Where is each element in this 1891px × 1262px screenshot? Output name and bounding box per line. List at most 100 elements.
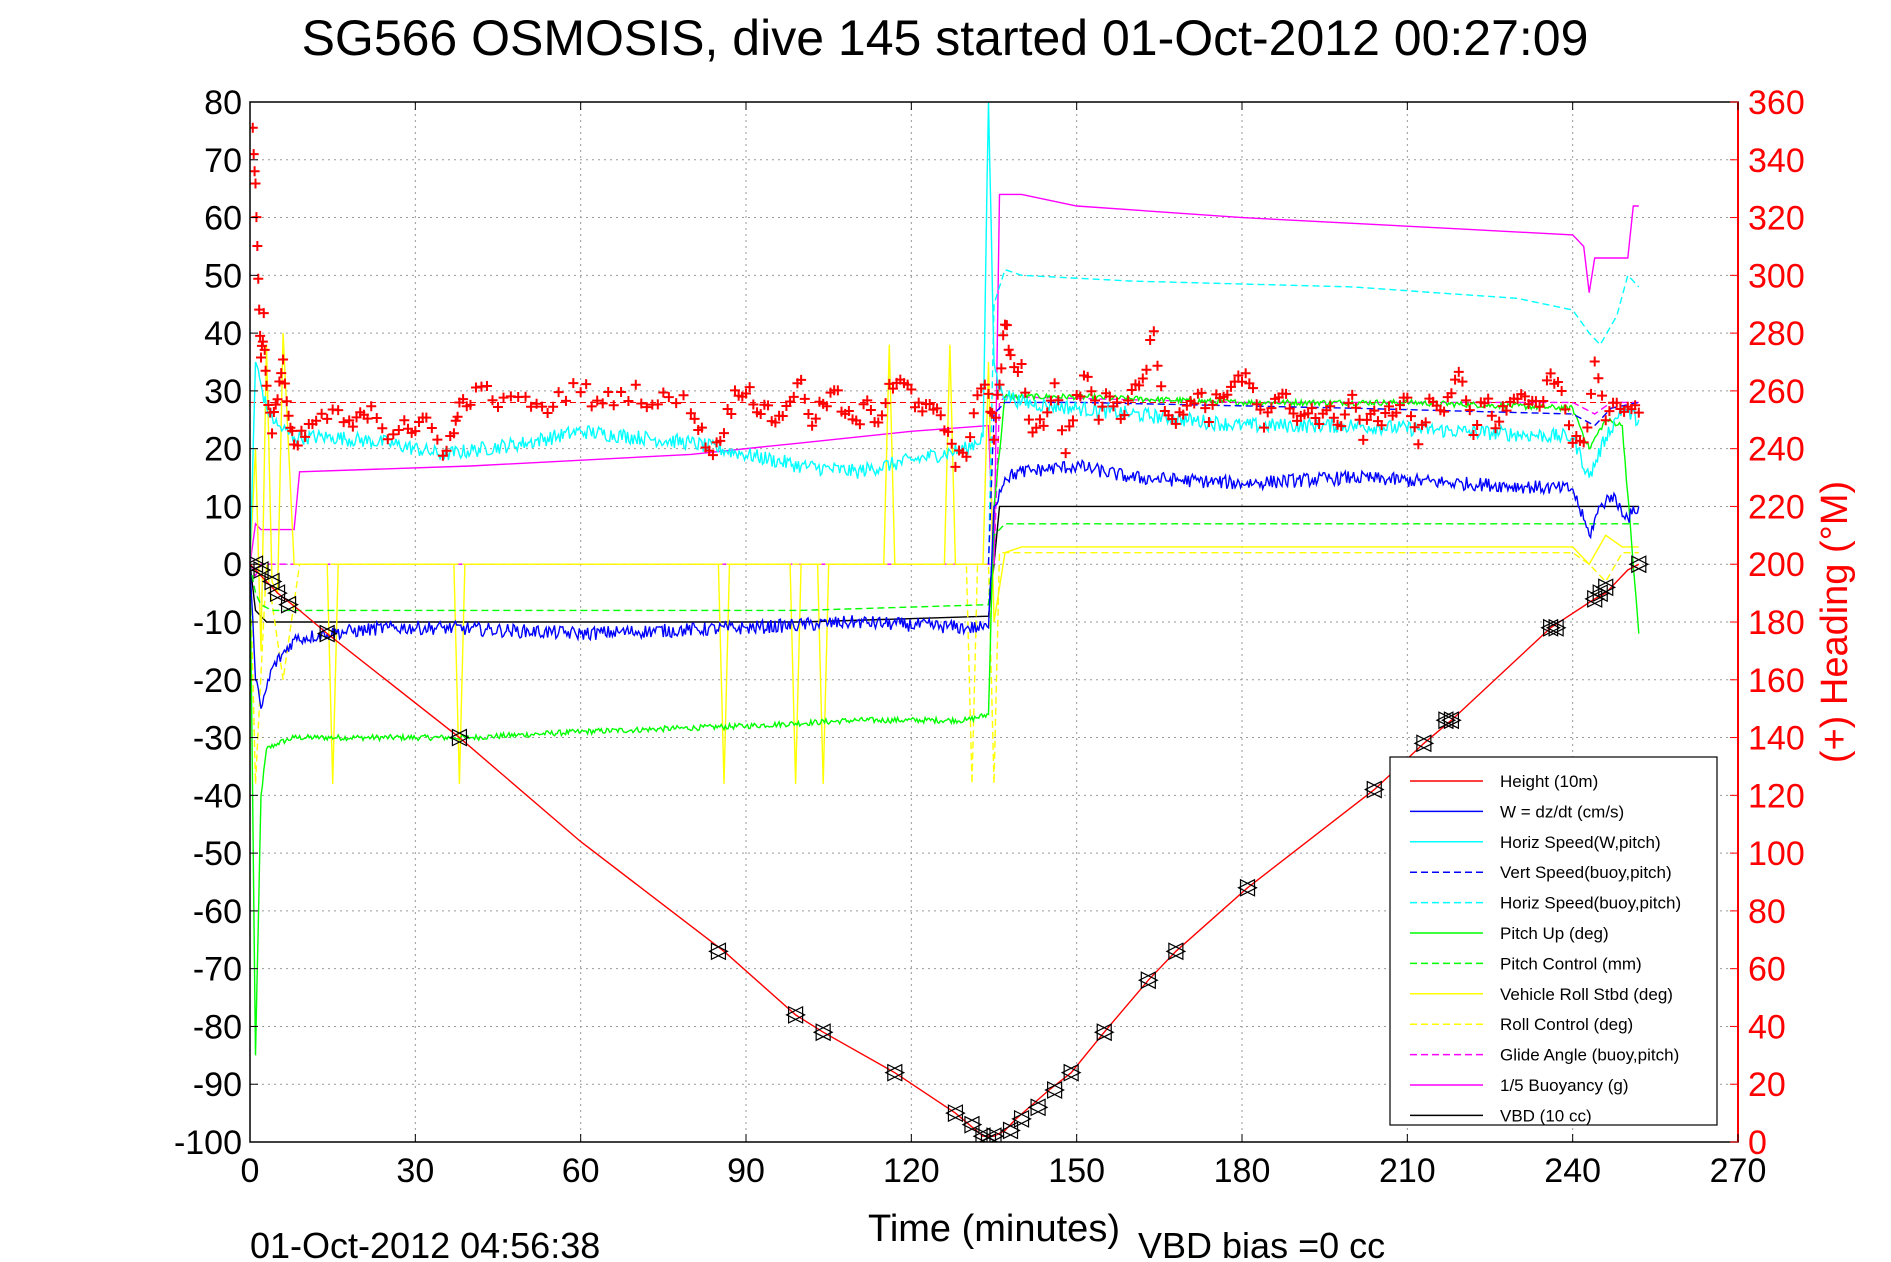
heading-marker <box>1292 415 1303 426</box>
y-right-tick-label: 160 <box>1748 662 1805 700</box>
depth-marker-left <box>1595 578 1614 597</box>
y-axis-right-label: (+) Heading (°M) <box>1814 481 1856 763</box>
depth-marker-right <box>1366 780 1385 799</box>
heading-marker <box>259 344 270 355</box>
heading-marker <box>1038 420 1049 431</box>
heading-marker <box>1538 396 1549 407</box>
y-right-tick-label: 180 <box>1748 604 1805 642</box>
heading-marker <box>1600 415 1611 426</box>
heading-marker <box>623 396 634 407</box>
depth-marker-left <box>267 584 286 603</box>
y-tick-label: 20 <box>204 431 242 469</box>
y-tick-label: -100 <box>174 1124 242 1162</box>
y-right-tick-label: 80 <box>1748 893 1786 931</box>
depth-marker-right <box>280 595 299 614</box>
heading-marker <box>1020 387 1031 398</box>
heading-marker <box>279 378 290 389</box>
y-tick-label: -40 <box>193 777 242 815</box>
depth-marker-right <box>1443 711 1462 730</box>
heading-marker <box>979 379 990 390</box>
y-axis-right: 0 20 40 60 80 100 120 140 160 180 200 220 240 260 280 3… <box>1730 84 1805 1162</box>
heading-marker <box>685 408 696 419</box>
y-right-tick-label: 40 <box>1748 1008 1786 1046</box>
heading-marker <box>250 166 260 177</box>
heading-marker <box>1464 405 1475 416</box>
heading-marker <box>906 384 917 395</box>
heading-marker <box>1233 370 1244 381</box>
legend-box <box>1389 756 1718 1126</box>
heading-marker <box>1361 414 1372 425</box>
heading-marker <box>722 403 733 414</box>
heading-marker <box>1303 408 1314 419</box>
y-tick-label: -70 <box>193 951 242 989</box>
depth-marker-right <box>815 1023 834 1042</box>
heading-marker <box>1288 408 1299 419</box>
heading-marker <box>1350 402 1361 413</box>
heading-marker <box>432 434 443 445</box>
legend-label-glide_angle: Glide Angle (buoy,pitch) <box>1500 1046 1679 1065</box>
heading-marker <box>592 395 603 406</box>
depth-marker-left <box>945 1104 964 1123</box>
heading-marker <box>261 380 272 391</box>
heading-marker <box>1306 403 1317 414</box>
heading-marker <box>1486 410 1497 421</box>
heading-marker <box>616 386 627 397</box>
depth-marker-right <box>1013 1109 1032 1128</box>
heading-marker <box>983 388 994 399</box>
y-right-tick-label: 100 <box>1748 835 1805 873</box>
heading-marker <box>1409 422 1420 433</box>
heading-marker <box>426 423 437 434</box>
depth-marker-right <box>1543 618 1561 637</box>
x-axis-label: Time (minutes) <box>868 1208 1120 1250</box>
heading-marker <box>351 412 362 423</box>
heading-marker <box>1067 415 1078 426</box>
legend-label-vbd: VBD (10 cc) <box>1500 1106 1592 1125</box>
heading-marker <box>788 391 799 402</box>
depth-marker-left <box>1060 1063 1079 1082</box>
legend-label-vert_speed_buoy: Vert Speed(buoy,pitch) <box>1500 863 1672 882</box>
heading-marker <box>658 387 669 398</box>
heading-marker <box>748 399 759 410</box>
heading-marker <box>258 308 269 319</box>
heading-marker <box>726 408 737 419</box>
heading-marker <box>274 376 285 387</box>
heading-marker <box>257 336 268 347</box>
heading-marker <box>1534 401 1545 412</box>
heading-marker <box>1347 389 1358 400</box>
depth-marker-right <box>1063 1063 1082 1082</box>
heading-marker <box>807 420 818 431</box>
y-tick-label: -10 <box>193 604 242 642</box>
heading-marker <box>718 428 729 439</box>
depth-marker-left <box>1044 1081 1063 1099</box>
heading-marker <box>388 429 399 440</box>
heading-marker <box>1336 421 1347 432</box>
heading-marker <box>1545 368 1556 379</box>
plot-area <box>250 102 1650 1142</box>
heading-marker <box>950 461 961 472</box>
heading-marker <box>1358 434 1369 445</box>
footer-timestamp: 01-Oct-2012 04:56:38 <box>250 1225 600 1262</box>
heading-marker <box>763 400 774 411</box>
y-right-tick-label: 220 <box>1748 488 1805 526</box>
heading-marker <box>1266 403 1277 414</box>
heading-marker <box>1611 397 1622 408</box>
heading-marker <box>1134 380 1145 391</box>
heading-marker <box>344 415 355 426</box>
heading-marker <box>1126 384 1137 395</box>
heading-marker <box>935 410 946 421</box>
heading-marker <box>1472 419 1483 430</box>
heading-marker <box>1042 407 1053 418</box>
depth-marker-left <box>1011 1109 1030 1128</box>
heading-marker <box>1586 388 1597 399</box>
heading-marker <box>1203 417 1214 428</box>
heading-marker <box>520 391 531 402</box>
heading-marker <box>741 388 751 399</box>
heading-marker <box>1582 422 1593 433</box>
heading-marker <box>399 415 410 426</box>
heading-marker <box>1284 403 1295 414</box>
heading-marker <box>1343 398 1354 409</box>
heading-marker <box>1483 393 1494 404</box>
heading-marker <box>1049 378 1060 389</box>
heading-marker <box>255 330 266 341</box>
depth-marker-right <box>264 572 283 591</box>
